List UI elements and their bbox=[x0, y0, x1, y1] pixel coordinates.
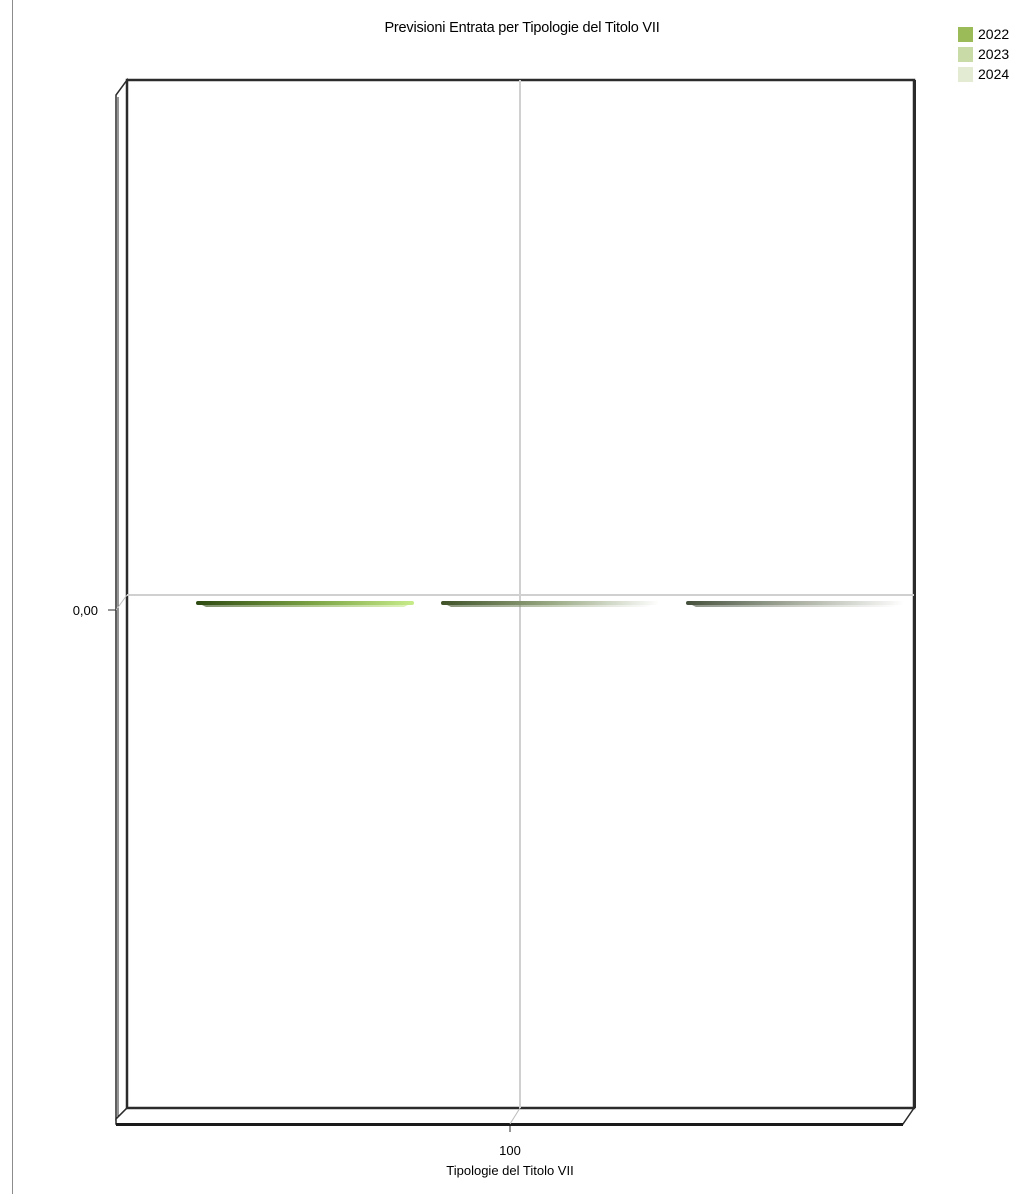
wall-gridline-zero bbox=[115, 594, 128, 611]
legend-item-2024: 2024 bbox=[958, 64, 1009, 84]
frame-border bbox=[12, 0, 13, 1194]
y-tick-label: 0,00 bbox=[73, 603, 98, 618]
bar-2022 bbox=[196, 601, 414, 605]
legend-swatch-2023 bbox=[958, 46, 973, 62]
legend-label-2023: 2023 bbox=[978, 46, 1010, 62]
x-tick-label: 100 bbox=[499, 1143, 521, 1158]
legend-swatch-2022 bbox=[958, 26, 973, 42]
legend-swatch-2024 bbox=[958, 66, 973, 82]
legend-item-2023: 2023 bbox=[958, 44, 1009, 64]
bar-shadow-2023 bbox=[447, 605, 653, 607]
chart-title: Previsioni Entrata per Tipologie del Tit… bbox=[384, 20, 660, 36]
legend-label-2024: 2024 bbox=[978, 66, 1010, 82]
bar-shadow-2024 bbox=[692, 605, 898, 607]
x-axis-title: Tipologie del Titolo VII bbox=[446, 1163, 573, 1178]
legend: 2022 2023 2024 bbox=[958, 24, 1009, 84]
legend-label-2022: 2022 bbox=[978, 26, 1010, 42]
bars-group bbox=[196, 601, 904, 607]
bar-shadow-2022 bbox=[202, 605, 408, 607]
bar-2024 bbox=[686, 601, 904, 605]
legend-item-2022: 2022 bbox=[958, 24, 1009, 44]
bar-2023 bbox=[441, 601, 659, 605]
floor-gridline bbox=[509, 1107, 521, 1125]
floor-edge bbox=[116, 1123, 903, 1126]
